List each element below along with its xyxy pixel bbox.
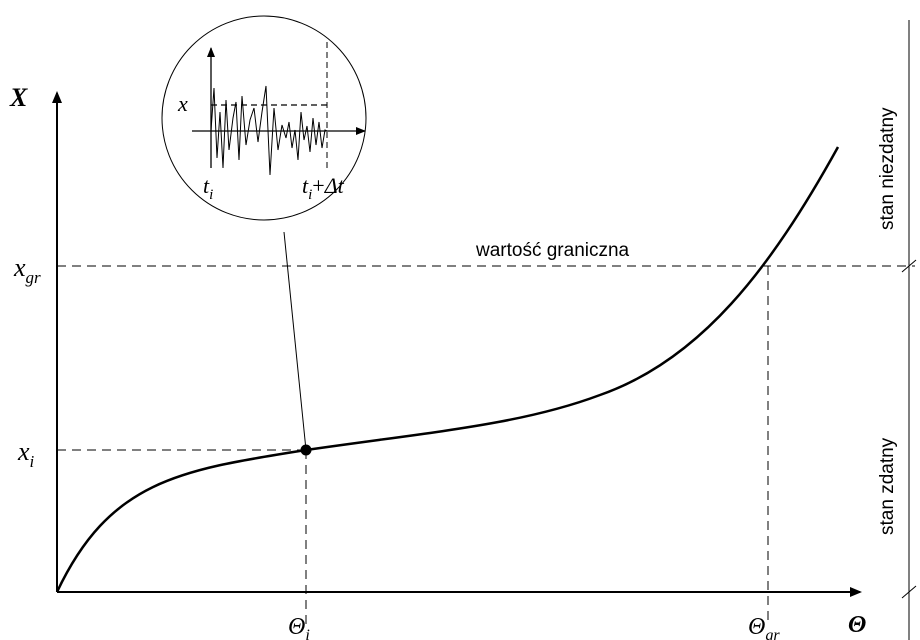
- y-axis-label: X: [9, 83, 28, 112]
- state-scale-tick-top: [901, 259, 917, 273]
- threshold-label: wartość graniczna: [475, 240, 630, 261]
- inset-t-end-label: ti+Δt: [302, 173, 345, 203]
- degradation-curve: [55, 146, 840, 593]
- state-scale-tick-bottom: [901, 585, 917, 599]
- inset-connector: [283, 231, 307, 451]
- inset-magnifier: x ti ti+Δt: [161, 15, 367, 221]
- y-tick-xi: xi: [17, 437, 35, 471]
- inset-signal: [210, 85, 328, 176]
- x-tick-theta-gr: Θgr: [748, 614, 780, 640]
- inset-t-start-label: ti: [203, 173, 213, 203]
- y-tick-xgr: xgr: [13, 253, 41, 287]
- x-axis-label: Θ: [848, 612, 866, 638]
- state-unfit-label: stan niezdatny: [877, 107, 898, 230]
- state-fit-label: stan zdatny: [877, 437, 898, 535]
- inset-circle: [161, 15, 367, 221]
- inset-x-label: x: [177, 91, 188, 116]
- x-tick-theta-i: Θi: [288, 614, 310, 640]
